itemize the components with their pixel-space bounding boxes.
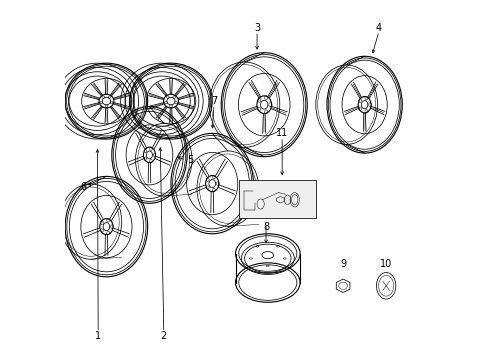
Bar <box>239 180 316 218</box>
Text: 11: 11 <box>275 129 288 138</box>
Text: 9: 9 <box>339 259 346 269</box>
Text: 10: 10 <box>379 259 391 269</box>
Text: 5: 5 <box>187 155 193 165</box>
Text: 7: 7 <box>210 96 217 106</box>
Text: 3: 3 <box>253 23 260 33</box>
Text: 4: 4 <box>375 23 381 33</box>
Text: 2: 2 <box>161 331 166 341</box>
Text: 8: 8 <box>263 222 268 231</box>
Text: 6: 6 <box>81 182 87 192</box>
Text: 1: 1 <box>95 331 101 341</box>
